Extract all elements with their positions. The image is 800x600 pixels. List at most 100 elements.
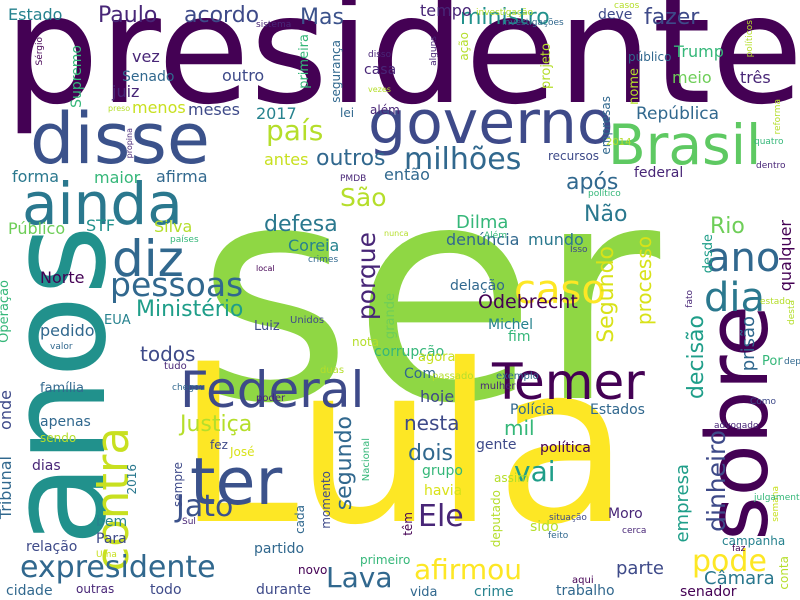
word-crimes: crimes (308, 255, 339, 265)
word-politicos: políticos (745, 20, 755, 58)
word-nunca: nunca (384, 229, 409, 238)
word-relacao: relação (26, 539, 78, 555)
word-tem: têm (401, 512, 415, 536)
word-delacao: delação (450, 278, 505, 294)
word-mil: mil (504, 416, 535, 440)
word-ser: ser (196, 120, 661, 469)
word-denuncia: denúncia (446, 230, 520, 249)
word-novo: novo (298, 563, 328, 577)
word-afirma: afirma (156, 167, 208, 186)
word-pedido: pedido (40, 321, 95, 340)
word-jose: José (230, 445, 255, 459)
word-faz: faz (732, 544, 746, 554)
word-fato: fato (685, 290, 695, 308)
word-campanha: campanha (722, 534, 786, 548)
word-mas: Mas (300, 5, 344, 30)
word-primeira: primeira (297, 34, 312, 89)
word-fazer: fazer (644, 5, 700, 30)
word-outro: outro (222, 66, 265, 85)
word-justica: Justiça (180, 412, 253, 437)
word-tribunal: Tribunal (0, 456, 15, 520)
word-meses: meses (188, 100, 240, 119)
word-assim: assim (494, 471, 529, 485)
word-nacional: Nacional (361, 438, 372, 482)
word-momento: momento (319, 471, 333, 529)
word-apos: após (566, 170, 619, 195)
word-entao: então (384, 165, 430, 184)
word-casa: casa (364, 62, 397, 78)
word-investigacoes: investigações (502, 18, 564, 28)
word-alem: além (370, 103, 400, 117)
word-menos: menos (132, 98, 186, 117)
word-meio: meio (672, 68, 712, 87)
word-deputado: deputado (489, 490, 503, 548)
word-parte: parte (616, 558, 664, 579)
word-acao: ação (457, 32, 471, 61)
word-vezes: vezes (368, 85, 391, 94)
word-preso: preso (108, 104, 131, 113)
word-dia: dia (704, 275, 766, 321)
word-vida: vida (410, 585, 438, 600)
word-camara: Câmara (704, 568, 775, 589)
word-sao: São (340, 183, 387, 212)
word-afirmou: afirmou (414, 553, 522, 586)
word-tudo: tudo (164, 361, 187, 372)
word-2014: 2014 (606, 137, 632, 148)
word-local: local (256, 264, 275, 273)
word-dias: dias (32, 458, 61, 474)
word-segundo: Segundo (594, 246, 619, 343)
word-nao: Não (584, 202, 628, 227)
word-politica: política (540, 440, 591, 456)
word-apenas: apenas (40, 414, 91, 430)
word-outras: outras (76, 582, 115, 596)
word-segundo: segundo (332, 416, 357, 511)
word-porque: porque (352, 232, 381, 321)
word-feito: feito (548, 531, 569, 541)
word-publico: público (628, 50, 672, 64)
word-disso: disso (368, 50, 392, 60)
word-michel: Michel (488, 317, 534, 333)
word-trabalho: trabalho (556, 583, 615, 599)
word-familia: família (40, 381, 85, 396)
word-supremo: Supremo (69, 45, 85, 108)
word-quatro: quatro (754, 137, 784, 147)
word-pmdb: PMDB (340, 174, 367, 184)
word-passado: passado (432, 371, 474, 382)
word-expresidente: expresidente (20, 550, 216, 585)
word-rio: Rio (710, 214, 745, 239)
word-por: Por (762, 354, 783, 369)
word-senador: senador (680, 584, 737, 600)
word-casos: casos (614, 1, 640, 11)
word-trump: Trump (674, 42, 724, 61)
word-vai: vai (514, 455, 556, 488)
word-reforma: reforma (773, 99, 783, 135)
word-recursos: recursos (548, 149, 600, 163)
word-2016: 2016 (125, 464, 139, 495)
word-mulher: mulher (480, 381, 516, 392)
word-processo: processo (632, 236, 656, 326)
word-caso: caso (514, 267, 606, 313)
word-onde: onde (0, 390, 15, 430)
word-nota: nota (352, 335, 380, 349)
word-propina: propina (125, 128, 134, 159)
word-projeto: projeto (539, 43, 554, 89)
word-julgamento: julgamento (754, 493, 800, 503)
word-senado: Senado (122, 69, 175, 85)
word-lava: Lava (326, 561, 393, 594)
word-sul: Sul (182, 517, 196, 527)
word-tres: três (740, 68, 771, 87)
word-uma: Uma (96, 550, 117, 560)
word-todo: todo (150, 582, 182, 598)
word-ainda: ainda (22, 170, 183, 238)
word-norte: Norte (40, 268, 85, 287)
word-partido: partido (254, 541, 305, 557)
word-stf: STF (86, 216, 116, 235)
word-vez: vez (132, 47, 160, 66)
word-luiz: Luiz (254, 319, 280, 334)
word-isso: Isso (570, 245, 588, 255)
word-desta: desta (787, 300, 797, 325)
word-outros: outros (316, 146, 386, 171)
word-grande: grande (383, 293, 398, 340)
word-silva: Silva (154, 217, 193, 236)
